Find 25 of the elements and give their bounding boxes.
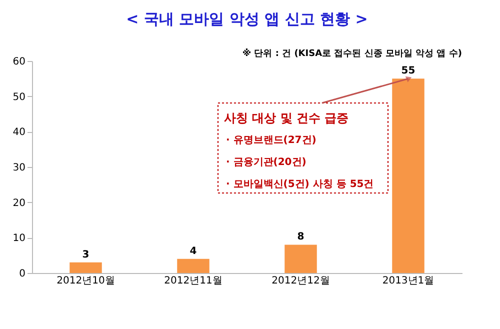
annotation: · 유명브랜드(27건) bbox=[226, 135, 316, 146]
data-label: 8 bbox=[297, 232, 304, 243]
annotation: · 모바일백신(5건) 사칭 등 55건 bbox=[226, 179, 374, 190]
bar bbox=[177, 258, 210, 273]
x-tick-label: 2012년11월 bbox=[164, 276, 222, 286]
bar bbox=[284, 244, 317, 273]
y-tick-label: 30 bbox=[12, 162, 26, 174]
x-tick-label: 2012년12월 bbox=[272, 276, 330, 286]
data-label: 3 bbox=[82, 249, 90, 260]
y-tick-label: 20 bbox=[12, 198, 26, 209]
y-tick-label: 0 bbox=[19, 268, 26, 280]
annotation: 사칭 대상 및 건수 급증 bbox=[224, 111, 349, 125]
y-tick-label: 40 bbox=[12, 127, 26, 138]
y-tick-label: 50 bbox=[12, 92, 26, 103]
y-tick-label: 10 bbox=[12, 233, 26, 244]
data-label: 4 bbox=[190, 246, 197, 257]
data-label: 55 bbox=[401, 66, 416, 77]
bar bbox=[70, 262, 102, 273]
chart-title: < 국내 모바일 악성 앱 신고 현황 > bbox=[126, 10, 368, 28]
x-tick-label: 2012년10월 bbox=[56, 276, 115, 286]
annotation: · 금융기관(20건) bbox=[226, 157, 306, 168]
x-tick-label: 2013년1월 bbox=[382, 276, 434, 286]
y-tick-label: 60 bbox=[12, 56, 26, 68]
bar bbox=[392, 78, 424, 273]
text: ※ 단위 : 건 (KISA로 접수된 신종 모바일 악성 앱 수) bbox=[242, 48, 462, 59]
